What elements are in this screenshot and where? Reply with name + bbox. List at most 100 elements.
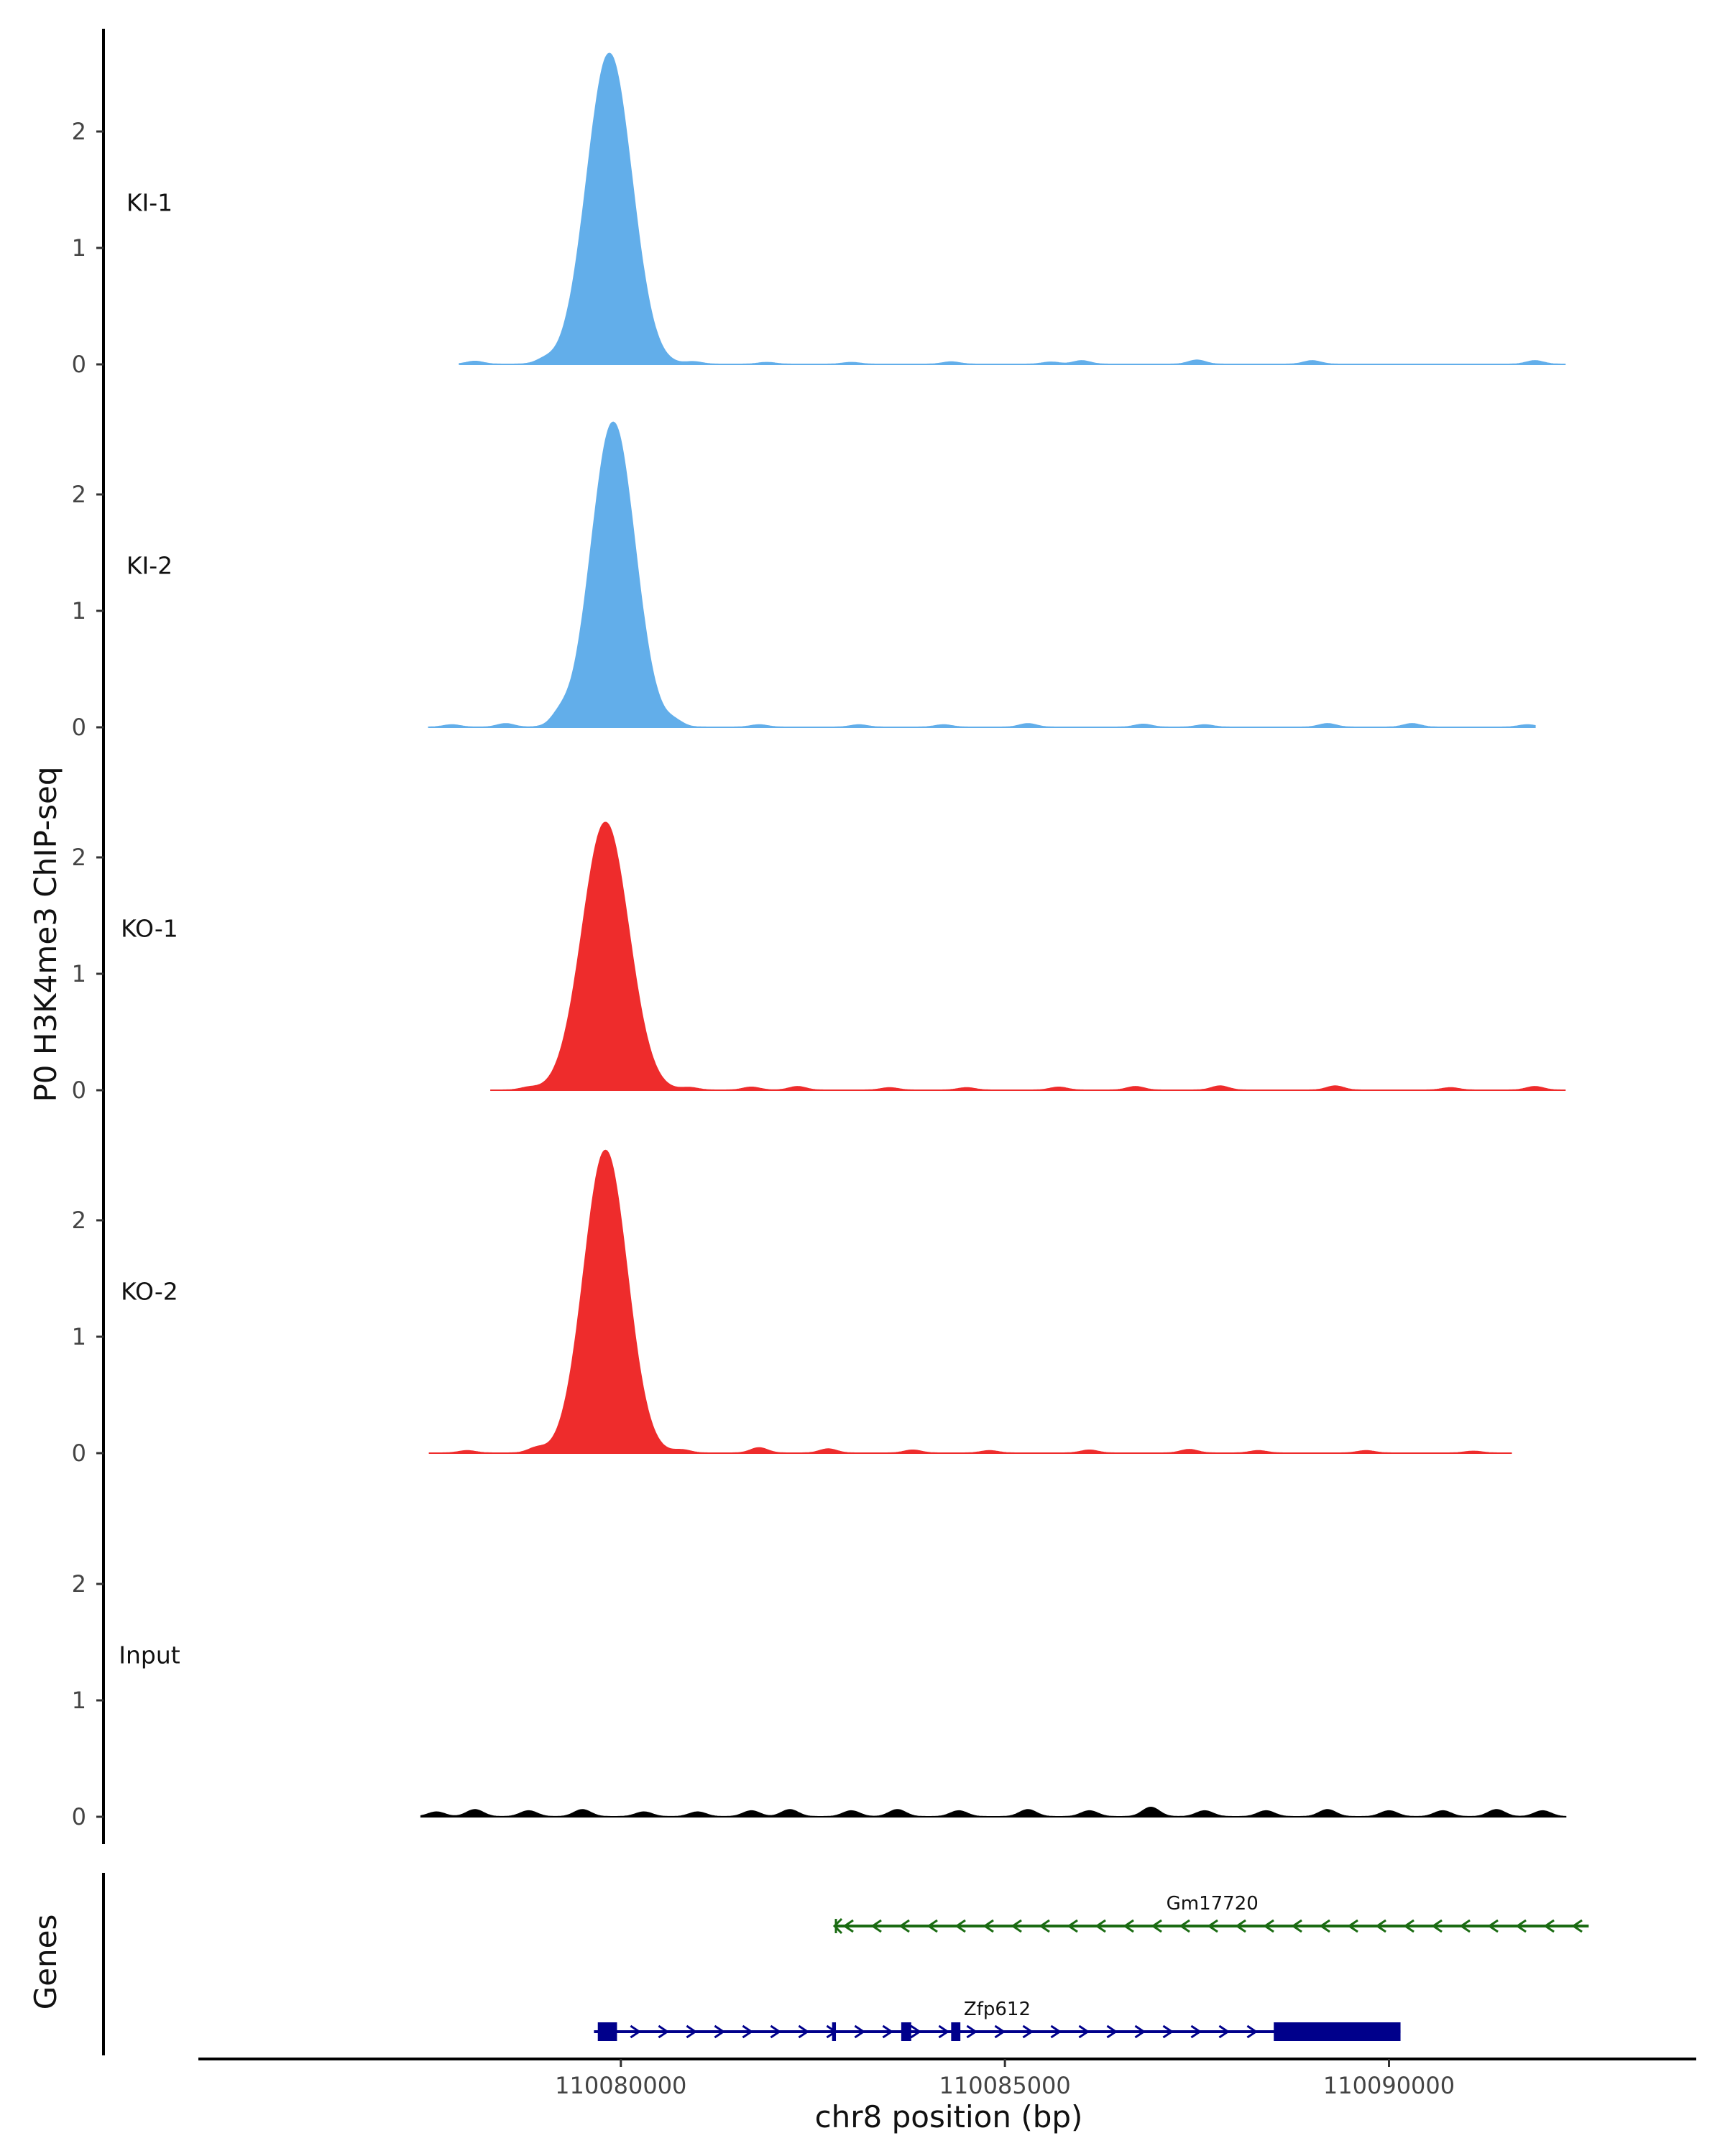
strand-arrow (826, 2024, 838, 2039)
y-tick-label: 2 (72, 1570, 86, 1598)
strand-arrow (854, 2024, 866, 2039)
strand-arrow (1459, 1919, 1471, 1933)
y-tick-label: 1 (72, 234, 86, 262)
strand-arrow (658, 2024, 670, 2039)
strand-arrow (1235, 1919, 1246, 1933)
strand-arrow (983, 1919, 994, 1933)
track-input: 0 1 2 Input (72, 1480, 1567, 1844)
y-tick-label: 1 (72, 597, 86, 625)
y-tick-label: 0 (72, 1803, 86, 1830)
strand-arrow (1123, 1919, 1134, 1933)
strand-arrow (742, 2024, 754, 2039)
strand-arrow (1134, 2024, 1146, 2039)
strand-arrow (1050, 2024, 1062, 2039)
strand-arrow (966, 2024, 978, 2039)
strand-arrow (1358, 2024, 1371, 2039)
track-ki-1: 0 1 2 KI-1 (72, 29, 1566, 392)
y-tick-label: 2 (72, 1207, 86, 1234)
strand-arrow (910, 2024, 922, 2039)
x-tick-label: 110085000 (939, 2072, 1071, 2099)
strand-arrow (954, 1919, 966, 1933)
strand-arrow (994, 2024, 1006, 2039)
gene-exon (951, 2022, 961, 2041)
strand-arrow (832, 1917, 843, 1935)
strand-arrow (870, 1919, 882, 1933)
signal-area (428, 1149, 1512, 1454)
gene-label: Zfp612 (964, 1999, 1031, 2020)
strand-arrow (1347, 1919, 1358, 1933)
strand-arrow (1291, 1919, 1302, 1933)
y-tick-label: 0 (72, 1077, 86, 1104)
y-tick-label: 0 (72, 1439, 86, 1467)
strand-arrow (1078, 2024, 1090, 2039)
signal-area (490, 821, 1566, 1091)
strand-arrow (1190, 2024, 1202, 2039)
strand-arrow (1386, 2024, 1399, 2039)
y-tick-label: 1 (72, 1323, 86, 1350)
y-tick-label: 0 (72, 351, 86, 378)
strand-arrow (1218, 2024, 1230, 2039)
strand-arrow (1375, 1919, 1386, 1933)
genes-axis-label: Genes (28, 1915, 63, 2010)
strand-arrow (1263, 1919, 1274, 1933)
strand-arrow (1011, 1919, 1022, 1933)
strand-arrow (1246, 2024, 1259, 2039)
strand-arrow (1022, 2024, 1034, 2039)
y-tick-label: 2 (72, 118, 86, 145)
strand-arrow (1106, 2024, 1118, 2039)
gene-label: Gm17720 (1167, 1893, 1259, 1915)
signal-tracks: 0 1 2 KI-1 0 1 2 KI-2 0 1 2 KO-1 0 1 2 KO-2 0 1 2 Input (72, 29, 1567, 1844)
strand-arrow (1330, 2024, 1343, 2039)
strand-arrow (926, 1919, 938, 1933)
y-tick-label: 2 (72, 844, 86, 871)
y-tick-label: 1 (72, 1687, 86, 1714)
strand-arrow (686, 2024, 698, 2039)
strand-arrow (1302, 2024, 1315, 2039)
strand-arrow (938, 2024, 950, 2039)
gene-exon (597, 2022, 617, 2041)
strand-arrow (602, 2024, 614, 2039)
y-tick-label: 1 (72, 960, 86, 987)
x-axis: 110080000 110085000 110090000 (198, 2058, 1696, 2099)
strand-arrow (842, 1919, 854, 1933)
strand-arrow (898, 1919, 910, 1933)
strand-arrow (882, 2024, 894, 2039)
signal-area (420, 1806, 1567, 1818)
x-axis-label: chr8 position (bp) (815, 2099, 1083, 2134)
signal-area (459, 52, 1566, 365)
strand-arrow (770, 2024, 782, 2039)
track-label: KO-1 (121, 915, 178, 943)
strand-arrow (1274, 2024, 1287, 2039)
signal-area (428, 421, 1536, 728)
strand-arrow (1095, 1919, 1106, 1933)
strand-arrow (1543, 1919, 1555, 1933)
track-label: KI-2 (126, 552, 172, 580)
gene-gm17720: Gm17720 (832, 1893, 1589, 1935)
strand-arrow (1571, 1919, 1583, 1933)
track-ko-2: 0 1 2 KO-2 (72, 1118, 1512, 1481)
strand-arrow (1151, 1919, 1162, 1933)
y-tick-label: 2 (72, 481, 86, 508)
x-tick-label: 110080000 (555, 2072, 686, 2099)
strand-arrow (1515, 1919, 1527, 1933)
strand-arrow (1162, 2024, 1174, 2039)
track-ki-2: 0 1 2 KI-2 (72, 392, 1536, 755)
strand-arrow (1067, 1919, 1078, 1933)
track-ko-1: 0 1 2 KO-1 (72, 755, 1566, 1118)
gene-annotation-track: Gm17720 Zfp612 (102, 1873, 1589, 2055)
strand-arrow (1431, 1919, 1443, 1933)
y-axis-label: P0 H3K4me3 ChIP-seq (28, 766, 63, 1102)
strand-arrow (798, 2024, 810, 2039)
gene-zfp612: Zfp612 (594, 1999, 1401, 2041)
strand-arrow (1039, 1919, 1050, 1933)
strand-arrow (1319, 1919, 1330, 1933)
track-label: Input (119, 1641, 180, 1669)
strand-arrow (1487, 1919, 1499, 1933)
strand-arrow (1207, 1919, 1218, 1933)
gene-exon (901, 2022, 911, 2041)
track-label: KO-2 (121, 1278, 178, 1306)
y-tick-label: 0 (72, 714, 86, 741)
gene-exon (1274, 2022, 1401, 2041)
strand-arrow (630, 2024, 642, 2039)
